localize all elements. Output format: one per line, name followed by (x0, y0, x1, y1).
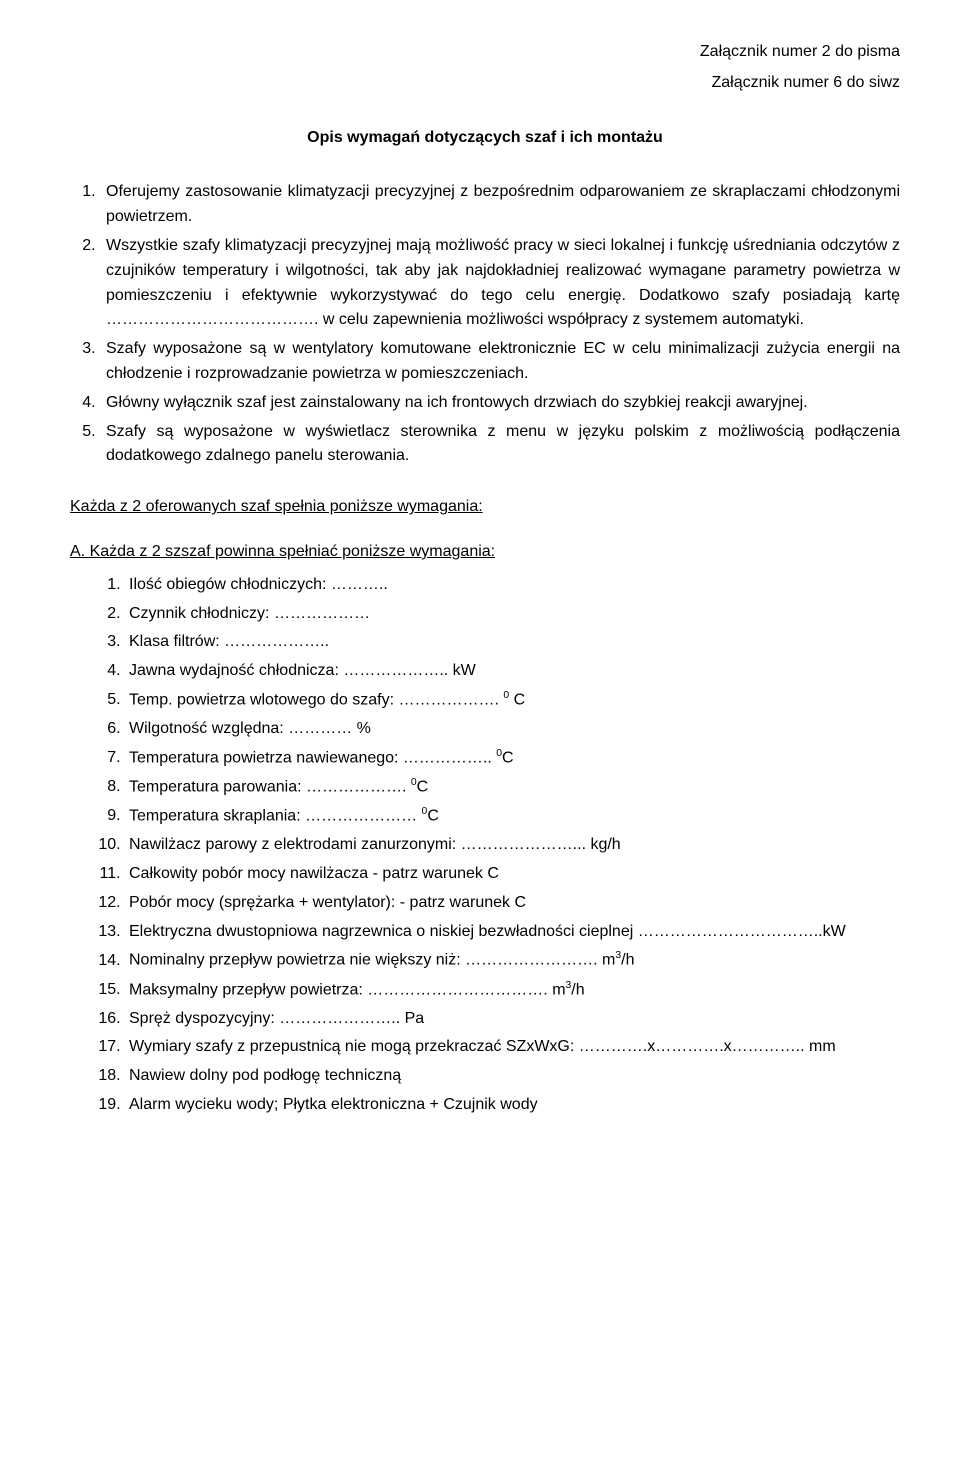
list-item: Szafy wyposażone są w wentylatory komuto… (100, 337, 900, 387)
item-text: Temperatura parowania: ………………. (129, 778, 411, 795)
attachment-header-1: Załącznik numer 2 do pisma (70, 40, 900, 65)
item-text: Temperatura powietrza nawiewanego: ……………… (129, 749, 496, 766)
item-text: Temperatura skraplania: ………………… (129, 807, 422, 824)
document-title: Opis wymagań dotyczących szaf i ich mont… (70, 126, 900, 151)
item-unit: C (509, 691, 525, 708)
list-item: Maksymalny przepływ powietrza: ………………………… (125, 978, 900, 1003)
item-unit: C (502, 749, 514, 766)
list-item: Temperatura parowania: ………………. 0C (125, 775, 900, 800)
item-text: Temp. powietrza wlotowego do szafy: …………… (129, 691, 503, 708)
list-item: Całkowity pobór mocy nawilżacza - patrz … (125, 862, 900, 887)
document-page: Załącznik numer 2 do pisma Załącznik num… (0, 0, 960, 1482)
parameters-list: Ilość obiegów chłodniczych: ……….. Czynni… (70, 573, 900, 1118)
list-item: Klasa filtrów: ……………….. (125, 630, 900, 655)
list-item: Wymiary szafy z przepustnicą nie mogą pr… (125, 1035, 900, 1060)
list-item: Nawiew dolny pod podłogę techniczną (125, 1064, 900, 1089)
item-unit: /h (621, 952, 634, 969)
list-item: Nominalny przepływ powietrza nie większy… (125, 948, 900, 973)
list-item: Czynnik chłodniczy: ……………… (125, 602, 900, 627)
list-item: Temp. powietrza wlotowego do szafy: …………… (125, 688, 900, 713)
item-unit: C (427, 807, 439, 824)
list-item: Oferujemy zastosowanie klimatyzacji prec… (100, 180, 900, 230)
list-item: Elektryczna dwustopniowa nagrzewnica o n… (125, 920, 900, 945)
item-unit: /h (571, 981, 584, 998)
section-heading: Każda z 2 oferowanych szaf spełnia poniż… (70, 495, 900, 520)
list-item: Szafy są wyposażone w wyświetlacz sterow… (100, 420, 900, 470)
list-item: Jawna wydajność chłodnicza: ……………….. kW (125, 659, 900, 684)
main-requirements-list: Oferujemy zastosowanie klimatyzacji prec… (70, 180, 900, 469)
list-item: Nawilżacz parowy z elektrodami zanurzony… (125, 833, 900, 858)
list-item: Alarm wycieku wody; Płytka elektroniczna… (125, 1093, 900, 1118)
section-heading-text: Każda z 2 oferowanych szaf spełnia poniż… (70, 498, 483, 515)
list-item: Wilgotność względna: ………… % (125, 717, 900, 742)
item-unit: C (417, 778, 429, 795)
item-text: Nominalny przepływ powietrza nie większy… (129, 952, 615, 969)
list-item: Główny wyłącznik szaf jest zainstalowany… (100, 391, 900, 416)
attachment-header-2: Załącznik numer 6 do siwz (70, 71, 900, 96)
list-item: Wszystkie szafy klimatyzacji precyzyjnej… (100, 234, 900, 333)
list-item: Spręż dyspozycyjny: ………………….. Pa (125, 1007, 900, 1032)
item-text: Maksymalny przepływ powietrza: ………………………… (129, 981, 566, 998)
sub-heading-text: A. Każda z 2 szszaf powinna spełniać pon… (70, 543, 495, 560)
list-item: Temperatura powietrza nawiewanego: ……………… (125, 746, 900, 771)
list-item: Pobór mocy (sprężarka + wentylator): - p… (125, 891, 900, 916)
list-item: Ilość obiegów chłodniczych: ……….. (125, 573, 900, 598)
sub-heading: A. Każda z 2 szszaf powinna spełniać pon… (70, 540, 900, 565)
list-item: Temperatura skraplania: ………………… 0C (125, 804, 900, 829)
